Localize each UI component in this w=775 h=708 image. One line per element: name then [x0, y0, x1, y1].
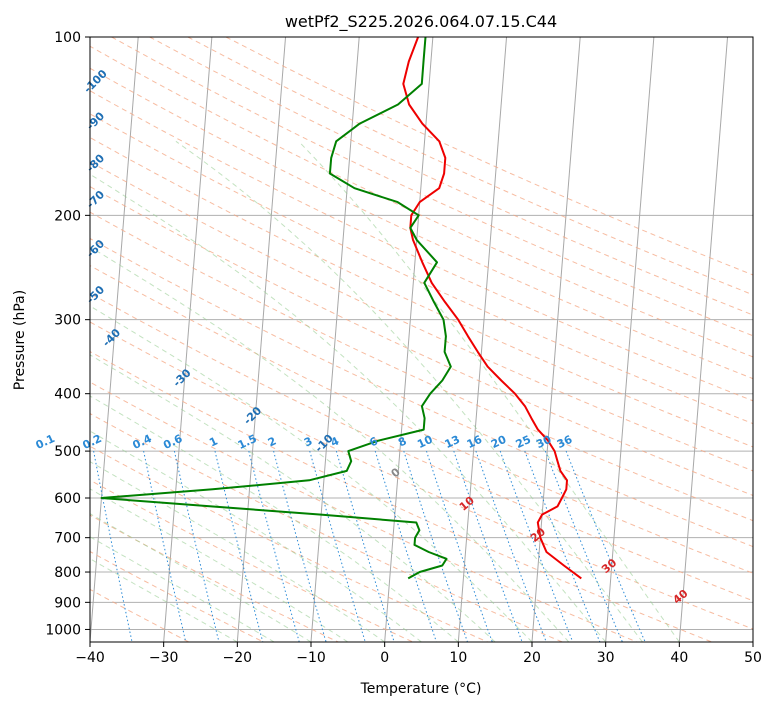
dry-adiabat-line	[90, 237, 753, 548]
mixing-ratio-label: 13	[443, 433, 462, 451]
isotherm-line	[605, 37, 655, 642]
isotherm-line	[457, 37, 508, 642]
mixing-ratio-line	[309, 450, 366, 642]
mixing-ratio-line	[374, 450, 437, 642]
mixing-ratio-line	[565, 450, 646, 642]
x-axis-label: Temperature (°C)	[360, 681, 482, 697]
mixing-ratio-label: 30	[534, 433, 554, 451]
y-tick-label: 1000	[45, 622, 81, 638]
mixing-ratio-line	[214, 450, 264, 642]
sounding-profiles	[100, 37, 582, 580]
mixing-ratio-label: 36	[555, 433, 575, 451]
mixing-ratio-label: 16	[465, 433, 485, 451]
isotherm-line	[163, 37, 213, 642]
x-tick-label: −10	[296, 650, 326, 666]
mixing-ratio-label: 10	[415, 433, 435, 451]
mixing-ratio-line	[248, 450, 300, 642]
mixing-ratio-line	[173, 450, 220, 642]
dry-adiabat-line	[90, 211, 753, 522]
dry-adiabat-line	[90, 445, 488, 642]
plot-frame	[89, 36, 754, 643]
dry-adiabat-line	[90, 90, 753, 402]
y-tick-label: 500	[54, 444, 81, 460]
y-tick-label: 300	[54, 313, 81, 329]
dewpoint-profile-line	[100, 37, 452, 580]
moist-adiabat-line	[90, 354, 496, 642]
isotherm-line	[531, 37, 581, 642]
y-axis-label: Pressure (hPa)	[12, 290, 28, 390]
x-tick-label: 10	[449, 650, 467, 666]
isotherm-line	[384, 37, 434, 642]
dry-adiabat-line	[90, 67, 753, 380]
isotherm-line	[90, 37, 139, 642]
y-tick-label: 800	[54, 565, 81, 581]
y-tick-label: 400	[54, 387, 81, 403]
x-tick-label: 0	[380, 650, 389, 666]
background-grid	[90, 37, 753, 642]
dry-adiabat-line	[90, 292, 753, 602]
moist-adiabat-line	[90, 461, 385, 642]
mixing-ratio-line	[335, 450, 395, 642]
x-tick-label: 40	[670, 650, 688, 666]
y-tick-label: 100	[54, 30, 81, 46]
mixing-ratio-label: 20	[489, 433, 509, 451]
moist-adiabat-line	[175, 140, 643, 642]
dry-adiabat-line	[90, 321, 753, 630]
x-tick-label: 20	[523, 650, 541, 666]
mixing-ratio-line	[524, 450, 601, 642]
isotherm-line	[236, 37, 287, 642]
dry-adiabat-line	[90, 186, 753, 496]
y-tick-label: 700	[54, 531, 81, 547]
mixing-ratio-line	[499, 450, 574, 642]
y-tick-label: 200	[54, 208, 81, 224]
mixing-ratio-line	[544, 450, 623, 642]
mixing-ratio-line	[426, 450, 493, 642]
moist-adiabat-line	[90, 173, 607, 642]
isotherm-line	[678, 37, 729, 642]
dry-adiabat-line	[90, 45, 753, 358]
mixing-ratio-line	[93, 451, 133, 642]
x-tick-label: 50	[744, 650, 762, 666]
temperature-profile-line	[402, 37, 582, 580]
moist-adiabat-line	[90, 430, 422, 642]
x-tick-label: −20	[223, 650, 253, 666]
x-tick-label: −30	[149, 650, 179, 666]
y-tick-label: 900	[54, 595, 81, 611]
isotherm-line	[310, 37, 360, 642]
mixing-ratio-label: 25	[514, 433, 533, 451]
mixing-ratio-line	[403, 450, 468, 642]
dry-adiabat-line	[90, 264, 753, 574]
mixing-ratio-line	[273, 450, 327, 642]
y-tick-label: 600	[54, 491, 81, 507]
dry-adiabat-line	[90, 381, 638, 642]
y-axis-ticks: 100 200 300 400 500 600 700 800 900 1000	[45, 30, 90, 638]
dry-adiabat-line	[90, 479, 414, 642]
moist-adiabat-line	[90, 305, 533, 642]
x-tick-label: −40	[75, 650, 105, 666]
x-tick-label: 30	[597, 650, 615, 666]
chart-title: wetPf2_S225.2026.064.07.15.C44	[285, 12, 557, 32]
dry-adiabat-line	[90, 350, 712, 642]
moist-adiabat-line	[298, 140, 680, 642]
x-axis-ticks: −40 −30 −20 −10 0 10 20 30 40 50	[75, 642, 762, 666]
dry-adiabat-line	[90, 161, 753, 472]
moist-adiabat-line	[90, 246, 570, 642]
